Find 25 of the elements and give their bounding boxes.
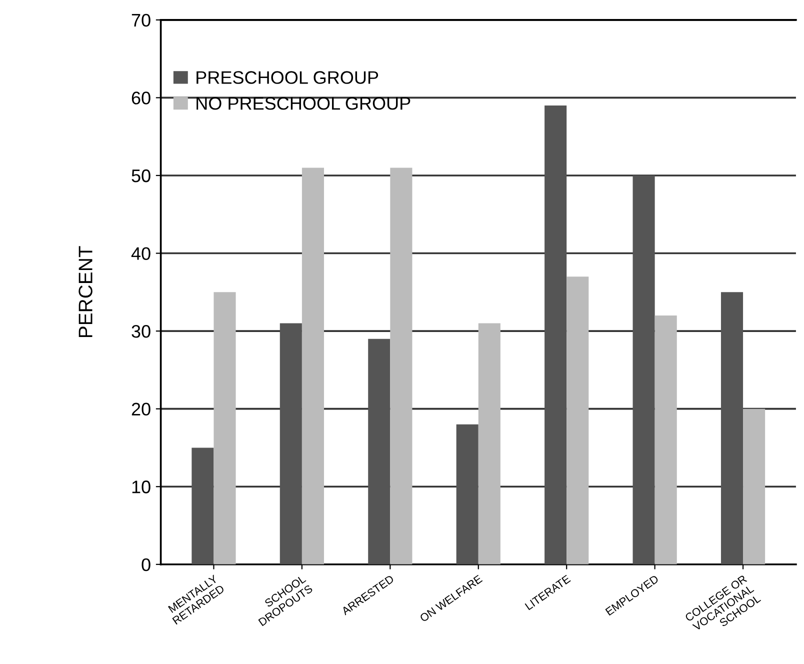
- bar: [390, 168, 412, 564]
- bar: [654, 315, 677, 564]
- bar: [302, 168, 324, 564]
- y-tick-label: 60: [132, 92, 150, 104]
- bar: [214, 292, 236, 564]
- y-tick-label: 70: [132, 14, 150, 27]
- y-tick-label: 20: [132, 402, 150, 416]
- bar: [720, 292, 744, 564]
- bar: [368, 338, 390, 564]
- bar: [566, 276, 589, 564]
- bar: [280, 323, 302, 564]
- bar: [192, 448, 214, 564]
- bar: [743, 408, 766, 564]
- y-tick-label: 50: [132, 169, 150, 182]
- y-tick-label: 30: [132, 324, 150, 338]
- bar: [632, 175, 655, 564]
- y-tick-label: 10: [132, 480, 150, 494]
- y-tick-label: 40: [131, 247, 150, 260]
- bar: [544, 105, 567, 564]
- bar: [456, 424, 478, 564]
- bar: [478, 323, 500, 564]
- legend-label: PRESCHOOL GROUP: [196, 71, 378, 84]
- y-tick-label: 0: [142, 558, 150, 572]
- legend-label: NO PRESCHOOL GROUP: [196, 97, 410, 110]
- y-axis-title: PERCENT: [78, 246, 92, 338]
